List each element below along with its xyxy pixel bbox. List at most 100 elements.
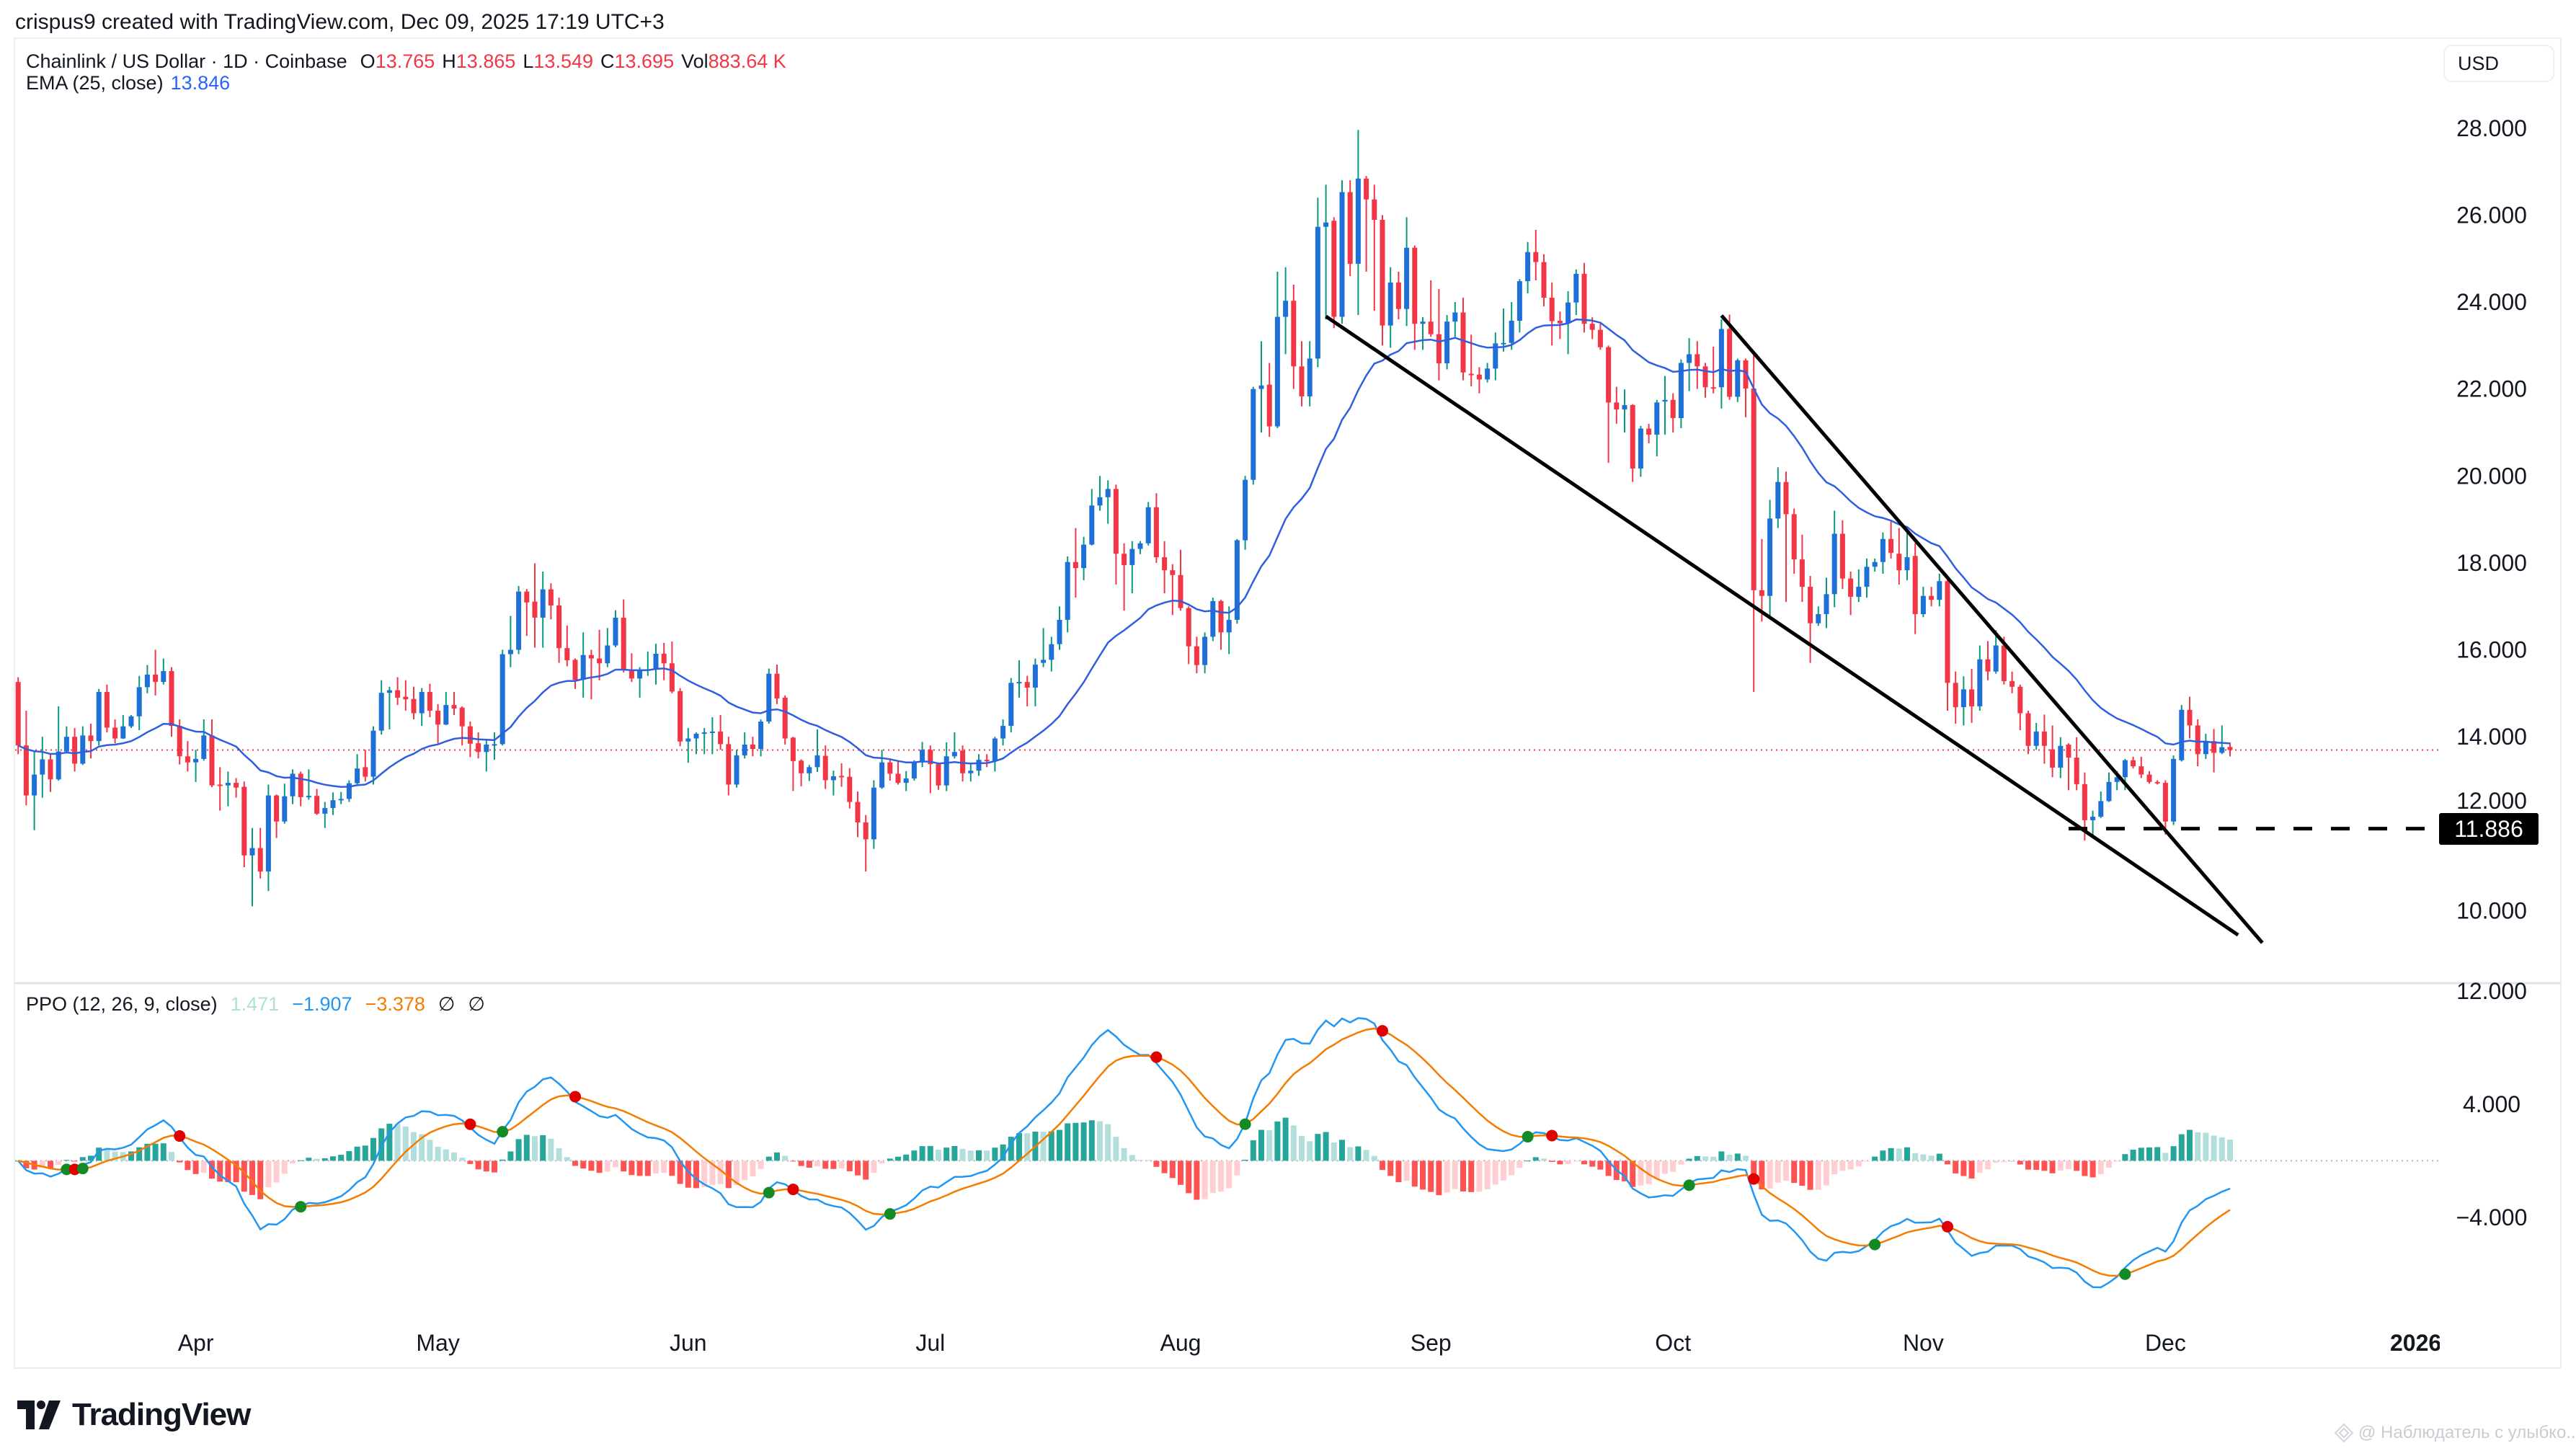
open-value: 13.765	[375, 50, 435, 72]
candle-body	[1299, 366, 1305, 396]
candle-body	[265, 795, 271, 872]
candle	[1638, 425, 1643, 477]
candle	[1485, 363, 1491, 383]
ppo-histogram-bar	[1371, 1155, 1377, 1161]
candle-body	[661, 653, 667, 664]
candle	[1122, 543, 1127, 611]
candle-body	[1485, 368, 1491, 380]
ppo-histogram-bar	[1589, 1160, 1596, 1167]
ppo-histogram-bar	[790, 1160, 796, 1162]
ppo-histogram-bar	[1065, 1123, 1071, 1161]
price-pane[interactable]	[15, 130, 2440, 944]
time-axis[interactable]: Apr May Jun Jul Aug Sep Oct Nov Dec 2026	[178, 1330, 2441, 1356]
ppo-histogram-bar	[1993, 1160, 1999, 1163]
ppo-histogram-bar	[967, 1150, 974, 1161]
ppo-histogram-bar	[863, 1160, 869, 1180]
candle	[338, 791, 344, 804]
ppo-histogram-bar	[1274, 1121, 1281, 1161]
ppo-histogram-bar	[1403, 1160, 1410, 1181]
candle	[2146, 771, 2152, 784]
ppo-histogram-bar	[806, 1160, 812, 1168]
candle	[23, 710, 29, 806]
candle	[80, 726, 86, 765]
symbol-title[interactable]: Chainlink / US Dollar · 1D · Coinbase	[26, 50, 347, 72]
ppo-histogram-bar	[734, 1160, 740, 1186]
candle	[234, 778, 239, 798]
open-label: O	[360, 50, 376, 72]
candle	[1162, 541, 1168, 594]
candle	[1372, 185, 1377, 311]
candle	[613, 610, 618, 647]
candle	[1929, 587, 1935, 607]
ppo-histogram-bar	[330, 1156, 336, 1161]
ppo-histogram-bar	[2106, 1160, 2112, 1168]
candle-body	[274, 795, 280, 822]
candle-body	[1049, 644, 1054, 660]
ppo-histogram-bar	[475, 1160, 481, 1170]
candle-body	[1258, 385, 1264, 389]
candle-body	[1234, 540, 1240, 620]
ppo-pane[interactable]	[15, 1017, 2440, 1289]
ppo-histogram-bar	[1250, 1140, 1256, 1161]
ppo-histogram-bar	[855, 1160, 861, 1176]
candle-body	[1122, 554, 1127, 565]
ppo-axis[interactable]: 12.000 4.000 −4.000	[2456, 978, 2528, 1230]
candle	[2154, 780, 2160, 785]
price-tick-label: 22.000	[2456, 376, 2527, 402]
candle-body	[895, 773, 901, 784]
close-label: C	[600, 50, 615, 72]
candle-body	[395, 690, 401, 698]
ppo-histogram-bar	[209, 1160, 215, 1179]
candle	[2058, 737, 2064, 778]
price-tick-label: 28.000	[2456, 115, 2527, 141]
ppo-histogram-bar	[1468, 1160, 1475, 1192]
ppo-histogram-bar	[273, 1160, 280, 1183]
tradingview-logo[interactable]: TradingView	[17, 1397, 251, 1433]
ppo-histogram-bar	[136, 1147, 143, 1161]
ppo-histogram-bar	[1484, 1160, 1491, 1190]
candle-body	[871, 787, 876, 840]
candle	[645, 651, 651, 676]
ppo-histogram-bar	[354, 1146, 360, 1161]
ppo-histogram-bar	[1395, 1160, 1402, 1183]
candle	[1041, 628, 1047, 667]
candle-body	[1072, 561, 1078, 569]
candle	[2066, 743, 2071, 791]
candle-body	[814, 755, 820, 768]
trendline	[1720, 314, 2264, 944]
candle-body	[120, 726, 126, 739]
ppo-histogram-bar	[1960, 1160, 1967, 1176]
candle-body	[1008, 683, 1014, 727]
candle-body	[1170, 570, 1176, 575]
ppo-label[interactable]: PPO (12, 26, 9, close)	[26, 993, 218, 1015]
candle-body	[951, 752, 957, 757]
candle-body	[1646, 428, 1652, 435]
candle-body	[564, 648, 570, 660]
candle	[1266, 363, 1272, 438]
candle	[386, 686, 392, 729]
price-axis[interactable]: 28.000 26.000 24.000 22.000 20.000 18.000 16.0…	[2456, 115, 2527, 924]
candle-body	[605, 645, 610, 664]
ppo-histogram-bar	[1968, 1160, 1975, 1179]
ppo-histogram-bar	[1710, 1156, 1717, 1161]
ppo-signal-value: −3.378	[365, 993, 425, 1015]
currency-button[interactable]: USD	[2443, 45, 2554, 82]
candle	[2162, 780, 2168, 835]
candle-body	[314, 796, 320, 814]
candle	[1516, 279, 1522, 333]
ppo-histogram-bar	[629, 1160, 635, 1176]
candle-body	[241, 786, 247, 856]
ppo-histogram-bar	[1743, 1155, 1749, 1161]
candle-body	[2227, 747, 2233, 750]
ppo-histogram-bar	[1904, 1147, 1910, 1161]
ppo-histogram-bar	[1678, 1160, 1684, 1165]
candle-body	[1533, 252, 1539, 262]
ppo-histogram-bar	[1912, 1153, 1919, 1161]
candle-body	[1387, 282, 1393, 326]
ema-label[interactable]: EMA (25, close)	[26, 72, 164, 94]
ppo-na-value: ∅	[438, 993, 456, 1015]
ppo-histogram-bar	[846, 1160, 853, 1171]
ppo-line	[17, 1017, 2231, 1289]
candle-body	[1759, 590, 1764, 596]
